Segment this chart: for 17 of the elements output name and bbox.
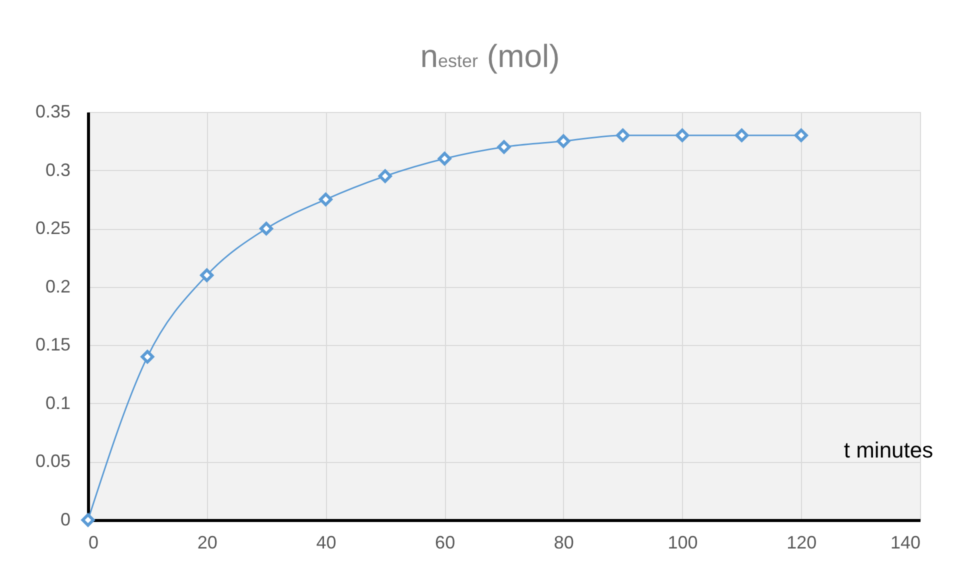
y-tick-label: 0.15 [35,334,70,355]
y-tick-label: 0 [60,510,70,530]
x-tick-label: 60 [435,532,456,552]
x-tick-label: 80 [554,532,574,552]
x-tick-label: 40 [316,532,336,552]
x-tick-label: 20 [197,532,218,552]
y-tick-label: 0.35 [35,102,70,122]
x-tick-label: 140 [890,532,920,552]
x-axis-title: t minutes [844,438,934,462]
x-tick-label: 100 [668,532,698,552]
y-tick-label: 0.3 [45,160,70,180]
y-tick-label: 0.1 [45,392,70,413]
x-tick-label: 0 [88,532,99,552]
y-tick-label: 0.05 [35,451,70,472]
y-tick-label: 0.25 [35,218,70,238]
x-tick-label: 120 [786,532,817,552]
y-tick-label: 0.2 [45,276,70,296]
